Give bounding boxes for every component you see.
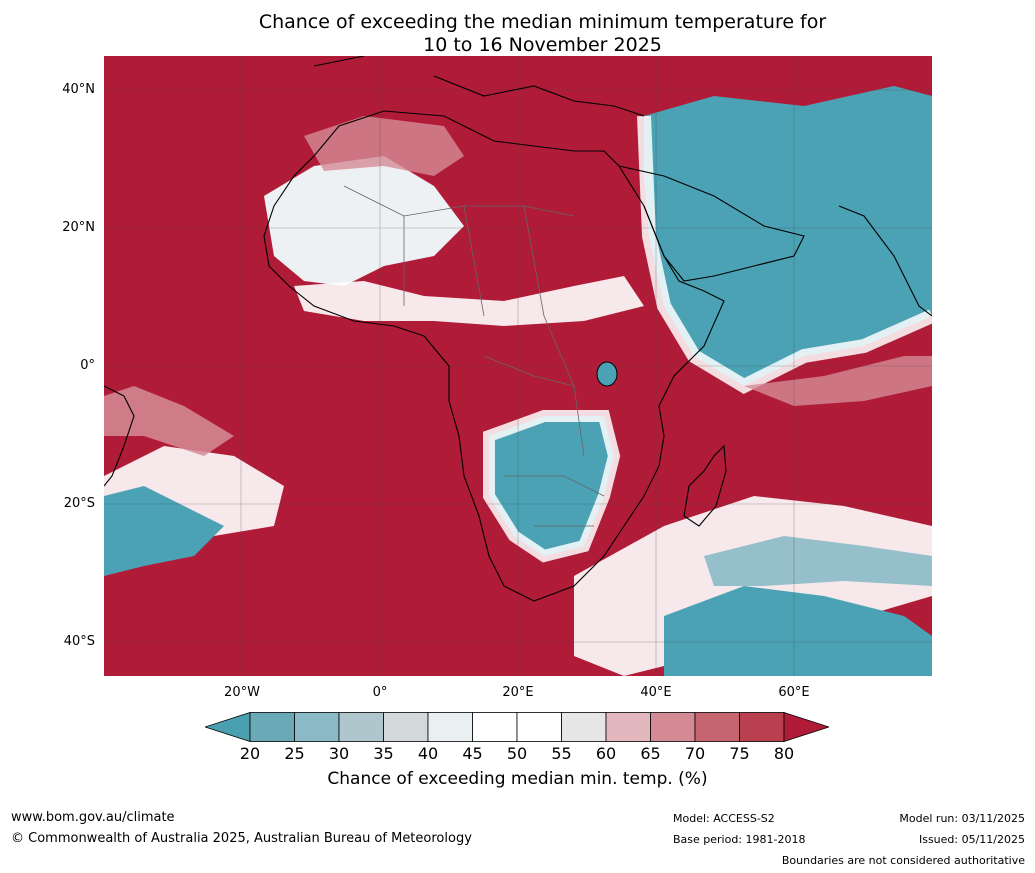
- lon-label-0: 0°: [372, 685, 388, 700]
- colorbar-tick-label: 65: [640, 744, 661, 763]
- region-southern-ocean-teal: [664, 586, 932, 676]
- colorbar-segment: [561, 712, 607, 742]
- colorbar-segment: [605, 712, 651, 742]
- colorbar-segment: [472, 712, 518, 742]
- lat-label-20s: 20°S: [63, 496, 95, 511]
- footer-issued: Issued: 05/11/2025: [918, 833, 1025, 846]
- footer-model: Model: ACCESS-S2: [673, 812, 775, 825]
- india-coastline: [838, 205, 932, 317]
- chart-title-line-1: Chance of exceeding the median minimum t…: [258, 11, 827, 33]
- lon-label-20e: 20°E: [502, 685, 534, 700]
- lon-label-20w: 20°W: [224, 685, 260, 700]
- colorbar-segment: [294, 712, 340, 742]
- country-borders: [343, 185, 605, 527]
- colorbar-segment: [427, 712, 473, 742]
- footer-base-period: Base period: 1981-2018: [673, 833, 806, 846]
- colorbar-segment: [249, 712, 295, 742]
- colorbar-tick-label: 55: [551, 744, 572, 763]
- chart-title-line-2: 10 to 16 November 2025: [423, 34, 662, 56]
- colorbar-segment: [383, 712, 429, 742]
- colorbar-tick-label: 45: [462, 744, 483, 763]
- lat-label-40n: 40°N: [62, 82, 95, 97]
- region-atlantic-pink: [104, 386, 234, 456]
- colorbar-tick-label: 50: [506, 744, 528, 763]
- map-gridlines: [104, 56, 932, 676]
- region-sahel-white: [264, 156, 464, 286]
- region-sahel-band: [294, 276, 644, 326]
- lon-label-40e: 40°E: [640, 685, 672, 700]
- colorbar-extend-high: [783, 711, 831, 743]
- footer-model-run: Model run: 03/11/2025: [899, 812, 1025, 825]
- region-indian-ocean-pink: [744, 356, 932, 406]
- colorbar-tick-label: 70: [684, 744, 706, 763]
- region-arabia-white-rim: [637, 115, 932, 394]
- forecast-map: [104, 56, 932, 676]
- footer-copyright: © Commonwealth of Australia 2025, Austra…: [11, 831, 472, 846]
- colorbar-tick-label: 35: [373, 744, 394, 763]
- colorbar-segment: [694, 712, 740, 742]
- region-atlantic-teal: [104, 486, 224, 576]
- footer-boundaries: Boundaries are not considered authoritat…: [781, 854, 1025, 867]
- lake-victoria: [596, 361, 618, 387]
- lat-label-20n: 20°N: [62, 220, 95, 235]
- colorbar-tick-label: 40: [417, 744, 439, 763]
- colorbar-segment: [650, 712, 696, 742]
- colorbar: [203, 711, 831, 743]
- madagascar-coastline: [683, 444, 727, 527]
- region-southern-ocean-lightteal: [704, 536, 932, 586]
- colorbar-tick-label: 25: [284, 744, 305, 763]
- colorbar-segment: [338, 712, 384, 742]
- colorbar-tick-label: 30: [328, 744, 350, 763]
- region-arabia-cool: [644, 86, 932, 386]
- colorbar-tick-label: 80: [773, 744, 795, 763]
- colorbar-extend-low: [203, 711, 251, 743]
- south-america-coastline: [104, 385, 135, 487]
- colorbar-segment: [516, 712, 562, 742]
- colorbar-segment: [739, 712, 785, 742]
- lon-label-60e: 60°E: [778, 685, 810, 700]
- region-sahara-pink: [304, 116, 464, 176]
- region-south-africa-cool: [489, 416, 614, 556]
- arabia-coastline: [618, 165, 805, 282]
- lat-label-0: 0°: [80, 358, 95, 373]
- footer-website: www.bom.gov.au/climate: [11, 810, 175, 825]
- europe-coastline: [313, 56, 645, 117]
- colorbar-tick-label: 60: [595, 744, 617, 763]
- colorbar-tick-label: 75: [729, 744, 750, 763]
- africa-coastline: [263, 110, 725, 602]
- region-south-africa-rim: [483, 410, 621, 563]
- colorbar-tick-label: 20: [239, 744, 261, 763]
- colorbar-label: Chance of exceeding median min. temp. (%…: [327, 769, 708, 789]
- lat-label-40s: 40°S: [63, 634, 95, 649]
